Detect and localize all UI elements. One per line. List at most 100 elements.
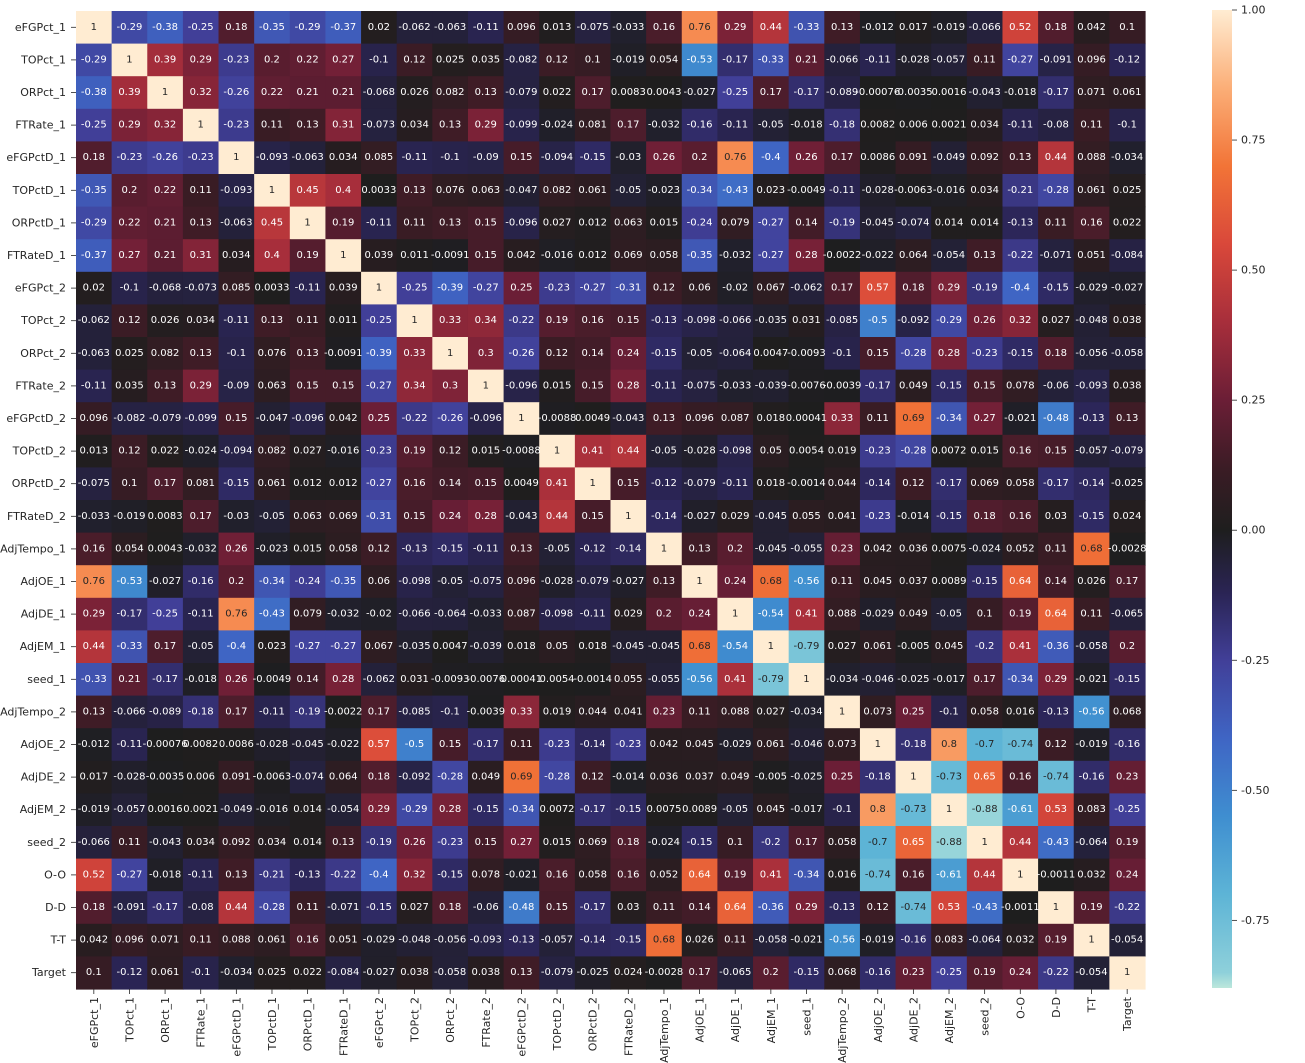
cell-value-label: -0.27 bbox=[473, 283, 499, 294]
cell-value-label: 1 bbox=[126, 54, 132, 65]
cell-value-label: -0.023 bbox=[648, 185, 680, 196]
cell-value-label: -0.28 bbox=[900, 348, 926, 359]
cell-value-label: 0.18 bbox=[974, 511, 996, 522]
cell-value-label: 0.015 bbox=[543, 380, 572, 391]
cell-value-label: 0.23 bbox=[653, 706, 675, 717]
heatmap-cell bbox=[76, 43, 113, 77]
heatmap-cell bbox=[325, 11, 362, 45]
cell-value-label: -0.25 bbox=[366, 315, 392, 326]
heatmap-cell bbox=[396, 206, 433, 240]
cell-value-label: 0.57 bbox=[368, 739, 390, 750]
cell-value-label: -0.25 bbox=[188, 22, 214, 33]
heatmap-cell bbox=[325, 239, 362, 273]
heatmap-cell bbox=[111, 206, 148, 240]
cell-value-label: -0.0011 bbox=[1001, 902, 1040, 913]
cell-value-label: -0.0091 bbox=[431, 250, 470, 261]
cell-value-label: -0.14 bbox=[580, 935, 606, 946]
cell-value-label: -0.029 bbox=[363, 935, 395, 946]
cell-value-label: -0.28 bbox=[1043, 185, 1069, 196]
cell-value-label: 0.2 bbox=[656, 609, 672, 620]
heatmap-cell bbox=[574, 271, 612, 305]
heatmap-cell bbox=[361, 369, 398, 403]
heatmap-cell bbox=[218, 206, 255, 240]
cell-value-label: 0.34 bbox=[403, 380, 425, 391]
cell-value-label: 0.11 bbox=[974, 54, 996, 65]
cell-value-label: 0.017 bbox=[79, 772, 108, 783]
cell-value-label: 0.15 bbox=[332, 380, 354, 391]
cell-value-label: 0.042 bbox=[329, 413, 358, 424]
cell-value-label: 0.24 bbox=[1009, 967, 1031, 978]
cell-value-label: -0.0088 bbox=[538, 413, 577, 424]
cell-value-label: -0.096 bbox=[505, 380, 537, 391]
colorbar: 1.00 0.75 0.50 0.25 0.00 -0.25 -0.50 -0.75 bbox=[1212, 4, 1269, 988]
cell-value-label: 0.034 bbox=[400, 120, 429, 131]
heatmap-cell bbox=[646, 206, 683, 240]
cell-value-label: 0.0016 bbox=[932, 87, 967, 98]
heatmap-cell bbox=[610, 239, 647, 273]
cell-value-label: 0.24 bbox=[617, 348, 639, 359]
heatmap-cell bbox=[467, 206, 505, 240]
cell-value-label: -0.1 bbox=[440, 706, 460, 717]
cell-value-label: 0.055 bbox=[614, 674, 643, 685]
cell-value-label: -0.047 bbox=[256, 413, 288, 424]
cell-value-label: -0.005 bbox=[755, 772, 787, 783]
cell-value-label: -0.021 bbox=[1004, 413, 1036, 424]
cell-value-label: 0.44 bbox=[225, 902, 247, 913]
cell-value-label: -0.27 bbox=[758, 217, 784, 228]
cell-value-label: -0.33 bbox=[794, 22, 820, 33]
cell-value-label: 1 bbox=[304, 217, 310, 228]
cell-value-label: -0.43 bbox=[1043, 837, 1069, 848]
cell-value-label: 1 bbox=[768, 641, 774, 652]
cell-value-label: 0.061 bbox=[578, 185, 607, 196]
cell-value-label: -0.064 bbox=[434, 609, 466, 620]
cell-value-label: -0.024 bbox=[185, 446, 217, 457]
cell-value-label: 0.016 bbox=[828, 869, 857, 880]
heatmap-cell bbox=[1038, 11, 1075, 45]
heatmap-cell bbox=[859, 43, 897, 77]
cell-value-label: -0.54 bbox=[722, 641, 748, 652]
heatmap-cell bbox=[966, 337, 1004, 371]
heatmap-cell bbox=[931, 239, 968, 273]
cell-value-label: -0.032 bbox=[719, 250, 751, 261]
cell-value-label: -0.14 bbox=[580, 739, 606, 750]
cell-value-label: 0.13 bbox=[653, 413, 675, 424]
heatmap-cell bbox=[610, 271, 647, 305]
heatmap-cell bbox=[1073, 11, 1110, 45]
cell-value-label: 0.13 bbox=[653, 576, 675, 587]
heatmap-cell bbox=[361, 11, 398, 45]
cell-value-label: 0.16 bbox=[296, 935, 318, 946]
cell-value-label: 0.014 bbox=[935, 217, 964, 228]
cell-value-label: 0.11 bbox=[867, 413, 889, 424]
cell-value-label: 0.042 bbox=[863, 543, 892, 554]
cell-value-label: -0.08 bbox=[1043, 120, 1069, 131]
cell-value-label: 0.41 bbox=[582, 446, 604, 457]
cell-value-label: -0.049 bbox=[933, 152, 965, 163]
cell-value-label: 0.15 bbox=[439, 739, 461, 750]
heatmap-cell bbox=[147, 402, 184, 436]
heatmap-cell bbox=[646, 369, 683, 403]
heatmap-cell bbox=[1073, 206, 1110, 240]
heatmap-cell bbox=[325, 43, 362, 77]
cell-value-label: -0.18 bbox=[900, 739, 926, 750]
heatmap-cell bbox=[218, 141, 255, 175]
cell-value-label: -0.05 bbox=[651, 446, 677, 457]
heatmap-cell bbox=[610, 76, 647, 110]
heatmap-cell bbox=[218, 43, 255, 77]
cell-value-label: 0.32 bbox=[403, 869, 425, 880]
cell-value-label: 0.33 bbox=[510, 706, 532, 717]
cell-value-label: 0.061 bbox=[1077, 185, 1106, 196]
heatmap-cell bbox=[1002, 337, 1039, 371]
heatmap-cell bbox=[432, 141, 469, 175]
x-tick-label: Target bbox=[1121, 996, 1134, 1032]
cell-value-label: 0.058 bbox=[650, 250, 679, 261]
cell-value-label: 0.1 bbox=[977, 609, 993, 620]
cell-value-label: -0.35 bbox=[687, 250, 713, 261]
cell-value-label: -0.027 bbox=[1111, 283, 1143, 294]
cell-value-label: 0.3 bbox=[442, 380, 458, 391]
cell-value-label: -0.56 bbox=[687, 674, 713, 685]
cell-value-label: 0.64 bbox=[1045, 609, 1067, 620]
cell-value-label: -0.48 bbox=[1043, 413, 1069, 424]
heatmap-cell bbox=[361, 304, 398, 338]
x-tick-label: TOPct_2 bbox=[409, 997, 422, 1043]
cell-value-label: -0.23 bbox=[223, 54, 249, 65]
